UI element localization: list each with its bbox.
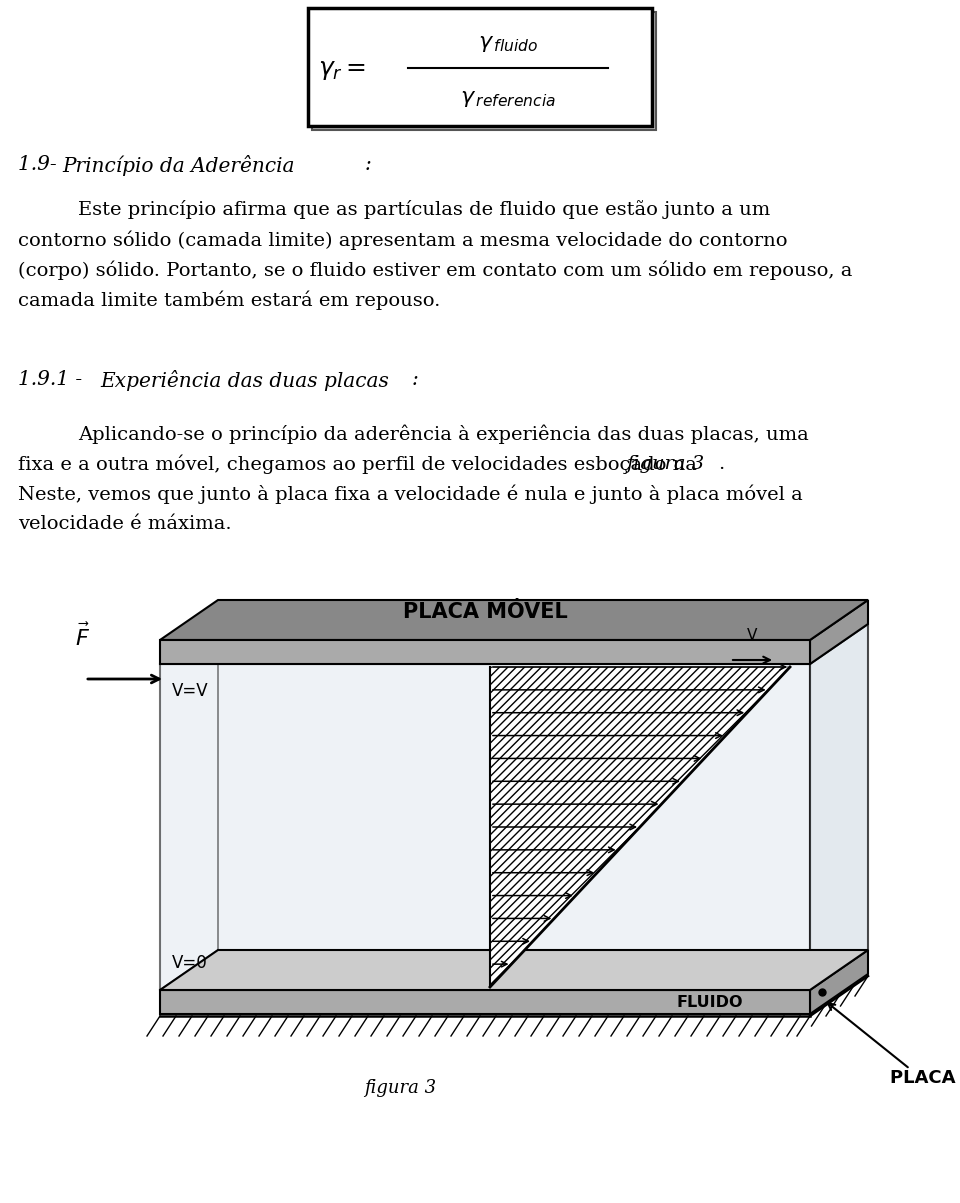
Text: $\vec{F}$: $\vec{F}$ [76, 624, 90, 651]
Text: PLACA FIXA: PLACA FIXA [890, 1069, 960, 1088]
Text: Neste, vemos que junto à placa fixa a velocidade é nula e junto à placa móvel a: Neste, vemos que junto à placa fixa a ve… [18, 485, 803, 504]
Text: fixa e a outra móvel, chegamos ao perfil de velocidades esboçado na: fixa e a outra móvel, chegamos ao perfil… [18, 455, 703, 474]
Polygon shape [160, 990, 810, 1014]
Text: V=V: V=V [172, 682, 208, 700]
Text: $\gamma_r =$: $\gamma_r =$ [318, 59, 366, 82]
Text: camada limite também estará em repouso.: camada limite também estará em repouso. [18, 290, 441, 309]
Polygon shape [160, 664, 810, 990]
Text: Aplicando-se o princípio da aderência à experiência das duas placas, uma: Aplicando-se o princípio da aderência à … [78, 425, 808, 444]
Text: Princípio da Aderência: Princípio da Aderência [62, 155, 295, 176]
Polygon shape [160, 640, 810, 664]
Bar [308, 8, 652, 126]
Text: V=0: V=0 [172, 954, 207, 972]
Text: figura 3: figura 3 [364, 1079, 436, 1097]
Text: Este princípio afirma que as partículas de fluido que estão junto a um: Este princípio afirma que as partículas … [78, 200, 770, 219]
Bar [312, 12, 656, 130]
Text: Experiência das duas placas: Experiência das duas placas [100, 371, 389, 391]
Polygon shape [490, 666, 790, 986]
Polygon shape [810, 624, 868, 990]
Text: $\gamma_{\,referencia}$: $\gamma_{\,referencia}$ [460, 87, 556, 109]
Text: (corpo) sólido. Portanto, se o fluido estiver em contato com um sólido em repous: (corpo) sólido. Portanto, se o fluido es… [18, 260, 852, 279]
Text: FLUIDO: FLUIDO [677, 995, 743, 1011]
Text: 1.9-: 1.9- [18, 155, 63, 174]
Polygon shape [810, 600, 868, 664]
Text: :: : [365, 155, 372, 174]
Polygon shape [810, 950, 868, 1014]
Text: $\gamma_{\,fluido}$: $\gamma_{\,fluido}$ [478, 32, 539, 54]
Text: 1.9.1 -: 1.9.1 - [18, 371, 88, 389]
Text: figura 3: figura 3 [626, 455, 704, 473]
Text: :: : [412, 371, 419, 389]
Text: velocidade é máxima.: velocidade é máxima. [18, 515, 231, 533]
Text: PLACA MÓVEL: PLACA MÓVEL [402, 602, 567, 622]
Polygon shape [160, 600, 868, 640]
Text: contorno sólido (camada limite) apresentam a mesma velocidade do contorno: contorno sólido (camada limite) apresent… [18, 230, 787, 249]
Text: V: V [747, 628, 757, 642]
Text: .: . [718, 455, 724, 473]
Polygon shape [160, 950, 868, 990]
